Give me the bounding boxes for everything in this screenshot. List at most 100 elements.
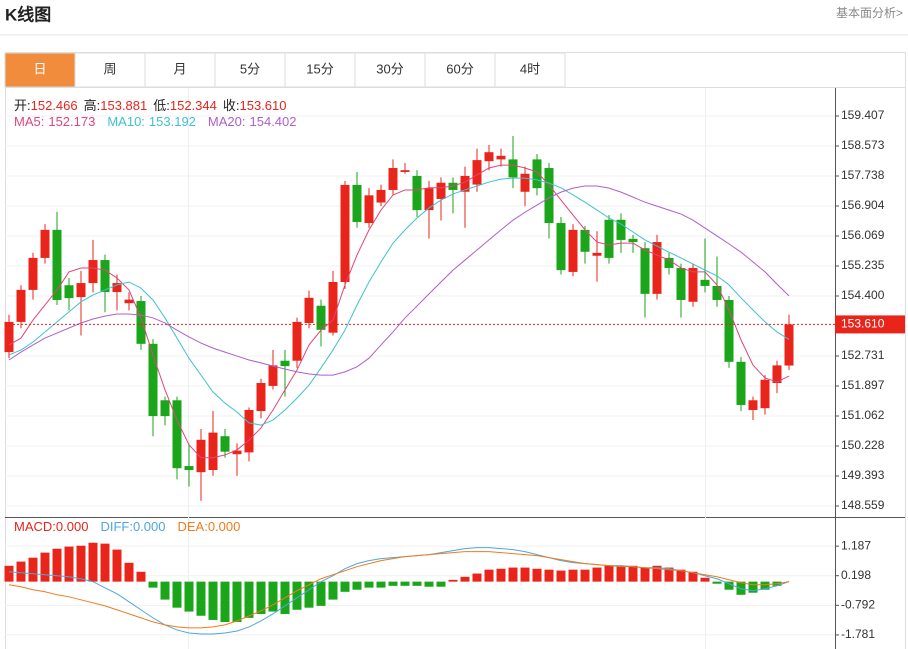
tab-label[interactable]: 月: [173, 61, 186, 76]
readout-item: 高:153.881: [84, 95, 148, 114]
candle-body: [88, 260, 98, 284]
candle-body: [496, 155, 506, 160]
ma-line: [8, 164, 790, 459]
y-tick-label: 1.187: [841, 538, 871, 552]
candle-body: [400, 170, 410, 172]
macd-line: [8, 551, 790, 629]
macd-bar: [460, 576, 470, 582]
ma-legend: MA5: 152.173 MA10: 153.192 MA20: 154.402: [14, 114, 303, 129]
macd-bar: [640, 567, 650, 582]
legend-value: 153.192: [148, 114, 196, 129]
candle-body: [124, 299, 134, 304]
legend-name: MA10:: [107, 114, 145, 129]
tab[interactable]: [144, 52, 216, 88]
macd-bar: [136, 571, 146, 582]
candle-body: [328, 281, 338, 333]
candle-body: [736, 361, 746, 405]
tab[interactable]: [74, 52, 146, 88]
last-price-tag: [835, 315, 905, 334]
candle-body: [664, 257, 674, 268]
candle-body: [184, 466, 194, 471]
tab[interactable]: [354, 52, 426, 88]
candle-body: [364, 195, 374, 224]
readout-label: 收:: [222, 98, 240, 113]
tab-label[interactable]: 周: [103, 61, 116, 76]
macd-bar: [208, 581, 218, 620]
macd-bar: [388, 581, 398, 586]
macd-bar: [340, 581, 350, 592]
candle-body: [112, 283, 122, 293]
ma-line: [8, 185, 790, 376]
tab-label[interactable]: 5分: [240, 61, 260, 76]
macd-bar: [712, 581, 722, 584]
y-tick-label: 156.904: [841, 198, 885, 212]
macd-bar: [760, 581, 770, 590]
candle-body: [712, 285, 722, 300]
macd-bar: [64, 546, 74, 582]
candle-body: [688, 267, 698, 302]
macd-bar: [400, 581, 410, 586]
legend-item: MA5: 152.173: [14, 114, 95, 129]
macd-bar: [496, 568, 506, 582]
legend-item: MA20: 154.402: [208, 114, 297, 129]
candle-body: [568, 229, 578, 272]
candle-body: [616, 219, 626, 240]
macd-bar: [196, 581, 206, 616]
macd-bar: [568, 569, 578, 582]
legend-item: MACD:0.000: [14, 519, 88, 534]
candle-body: [100, 260, 110, 293]
macd-bar: [748, 581, 758, 593]
macd-line: [8, 547, 790, 635]
legend-value: 0.000: [55, 519, 89, 534]
readout-item: 低:152.344: [153, 95, 217, 114]
y-tick-label: 150.228: [841, 438, 885, 452]
tab-label[interactable]: 30分: [376, 61, 403, 76]
panel: 1.187 0.198 -0.792 -1.781: [4, 538, 875, 641]
macd-bar: [424, 581, 434, 587]
candle-body: [4, 321, 14, 353]
ohlc-readout: 开:152.466 高:153.881 低:152.344 收:153.610: [14, 95, 287, 114]
candle-body: [304, 297, 314, 323]
macd-bar: [544, 569, 554, 582]
macd-bar: [304, 581, 314, 608]
tab-label[interactable]: 日: [33, 61, 46, 76]
tab[interactable]: [424, 52, 496, 88]
candle-body: [40, 229, 50, 258]
macd-bar: [52, 548, 62, 582]
candle-body: [148, 343, 158, 417]
fundamental-link[interactable]: 基本面分析>: [836, 6, 903, 20]
tab-label[interactable]: 15分: [306, 61, 333, 76]
candle-body: [640, 248, 650, 294]
legend-value: 0.000: [207, 519, 241, 534]
readout-label: 高:: [83, 98, 101, 113]
candle-body: [292, 321, 302, 361]
macd-bar: [316, 581, 326, 606]
readout-label: 开:: [14, 98, 31, 113]
y-tick-label: 157.738: [841, 168, 885, 182]
macd-bar: [724, 581, 734, 590]
macd-bar: [436, 581, 446, 587]
tab[interactable]: [214, 52, 286, 88]
y-tick-label: 156.069: [841, 228, 885, 242]
candle-body: [316, 305, 326, 330]
legend-name: DEA:: [177, 519, 208, 534]
candle-body: [724, 299, 734, 362]
macd-bar: [100, 543, 110, 582]
y-tick-label: -1.781: [841, 627, 875, 641]
candle-body: [532, 159, 542, 189]
macd-bar: [124, 562, 134, 582]
candle-body: [352, 184, 362, 222]
candle-body: [52, 229, 62, 300]
candle-body: [340, 184, 350, 282]
candle-body: [208, 432, 218, 471]
macd-bar: [472, 573, 482, 582]
candle-body: [700, 279, 710, 286]
y-tick-label: 148.559: [841, 498, 885, 512]
legend-item: DEA:0.000: [177, 519, 240, 534]
tab-label[interactable]: 60分: [446, 61, 473, 76]
tab-label[interactable]: 4时: [520, 61, 540, 76]
candle-body: [388, 168, 398, 190]
tab[interactable]: [494, 52, 566, 88]
candle-body: [508, 159, 518, 178]
